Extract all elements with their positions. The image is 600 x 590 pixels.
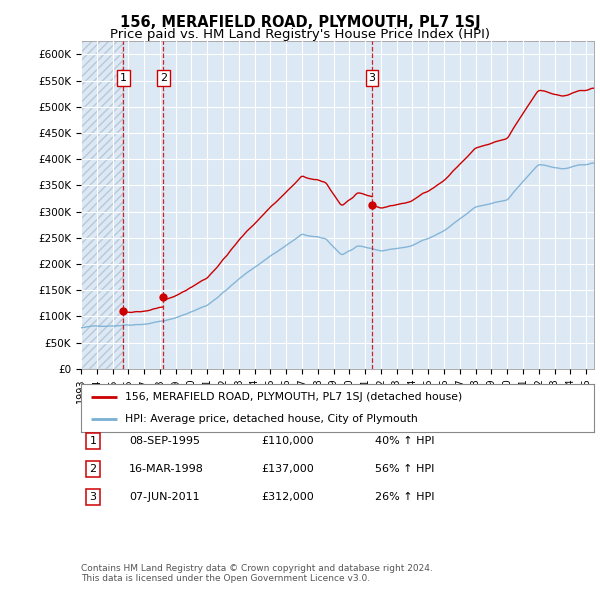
Text: 156, MERAFIELD ROAD, PLYMOUTH, PL7 1SJ: 156, MERAFIELD ROAD, PLYMOUTH, PL7 1SJ: [119, 15, 481, 30]
Text: 2: 2: [89, 464, 97, 474]
Text: 56% ↑ HPI: 56% ↑ HPI: [375, 464, 434, 474]
Text: 156, MERAFIELD ROAD, PLYMOUTH, PL7 1SJ (detached house): 156, MERAFIELD ROAD, PLYMOUTH, PL7 1SJ (…: [125, 392, 462, 402]
Text: 2: 2: [160, 73, 167, 83]
Text: 08-SEP-1995: 08-SEP-1995: [129, 436, 200, 445]
Text: 07-JUN-2011: 07-JUN-2011: [129, 493, 200, 502]
Text: 26% ↑ HPI: 26% ↑ HPI: [375, 493, 434, 502]
Text: 3: 3: [368, 73, 376, 83]
Text: Contains HM Land Registry data © Crown copyright and database right 2024.
This d: Contains HM Land Registry data © Crown c…: [81, 563, 433, 583]
Text: 3: 3: [89, 493, 97, 502]
Text: 1: 1: [89, 436, 97, 445]
Text: 16-MAR-1998: 16-MAR-1998: [129, 464, 204, 474]
Text: HPI: Average price, detached house, City of Plymouth: HPI: Average price, detached house, City…: [125, 414, 418, 424]
Text: £110,000: £110,000: [261, 436, 314, 445]
Text: 1: 1: [120, 73, 127, 83]
Text: £312,000: £312,000: [261, 493, 314, 502]
Text: 40% ↑ HPI: 40% ↑ HPI: [375, 436, 434, 445]
Text: £137,000: £137,000: [261, 464, 314, 474]
Text: Price paid vs. HM Land Registry's House Price Index (HPI): Price paid vs. HM Land Registry's House …: [110, 28, 490, 41]
